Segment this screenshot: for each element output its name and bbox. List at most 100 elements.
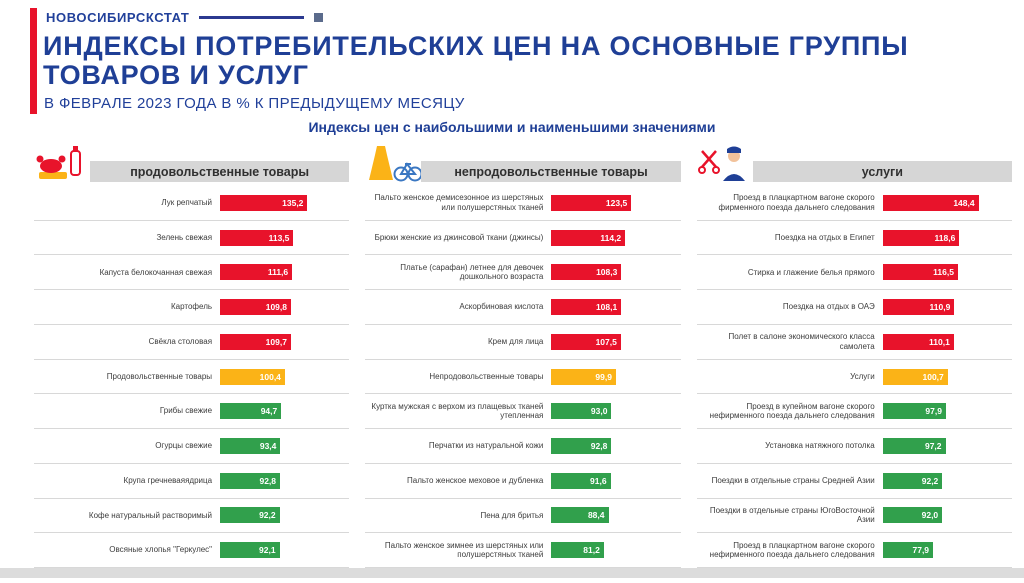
chart-row: Куртка мужская с верхом из плащевых ткан… [365, 394, 681, 430]
services-title: услуги [861, 164, 903, 179]
chart-row: Лук репчатый 135,2 [34, 186, 350, 221]
value-bar: 109,8 [220, 299, 291, 316]
row-label: Проезд в плацкартном вагоне скорого фирм… [718, 193, 875, 212]
food-products-header: продовольственные товары [34, 143, 350, 183]
nonfood-products-rows: Пальто женское демисезонное из шерстяных… [365, 186, 681, 569]
row-label: Капуста белокочанная свежая [99, 267, 213, 277]
bar-track: 110,9 [882, 299, 1012, 316]
row-label: Огурцы свежие [155, 441, 213, 451]
bar-track: 123,5 [551, 194, 680, 211]
value-bar: 81,2 [551, 542, 604, 559]
row-label: Услуги [850, 371, 875, 381]
bar-value: 100,4 [259, 371, 281, 382]
row-label: Лук репчатый [161, 198, 213, 208]
row-label: Зелень свежая [156, 232, 213, 242]
bar-track: 81,2 [551, 542, 680, 559]
row-label: Пена для бритья [480, 510, 544, 520]
chart-row: Капуста белокочанная свежая 111,6 [34, 255, 350, 291]
value-bar: 100,4 [220, 368, 285, 385]
bar-track: 109,7 [220, 333, 349, 350]
row-label: Проезд в купейном вагоне скорого нефирме… [709, 401, 875, 421]
bar-track: 113,5 [220, 229, 349, 246]
value-bar: 92,8 [220, 472, 281, 489]
bar-track: 88,4 [551, 507, 680, 524]
chart-row: Проезд в плацкартном вагоне скорого фирм… [696, 186, 1012, 221]
bar-track: 148,4 [882, 194, 1012, 211]
value-bar: 97,9 [882, 403, 946, 420]
brand-square-mark [314, 13, 324, 22]
value-bar: 99,9 [551, 368, 616, 385]
bar-track: 108,1 [551, 299, 680, 316]
bar-track: 135,2 [220, 194, 349, 211]
bar-value: 114,2 [600, 232, 622, 243]
value-bar: 92,0 [882, 507, 943, 524]
row-label: Непродовольственные товары [429, 371, 544, 381]
bar-track: 92,1 [220, 542, 349, 559]
value-bar: 109,7 [220, 333, 291, 350]
food-products-rows: Лук репчатый 135,2 Зелень свежая 113,5 Капус… [34, 186, 350, 569]
chart-row: Огурцы свежие 93,4 [34, 429, 350, 464]
page-subtitle: В ФЕВРАЛЕ 2023 ГОДА В % К ПРЕДЫДУЩЕМУ МЕ… [44, 95, 465, 112]
bar-value: 91,6 [590, 475, 607, 486]
chart-row: Услуги 100,7 [696, 360, 1012, 395]
row-label: Полет в салоне экономического класса сам… [728, 332, 875, 351]
value-bar: 110,1 [882, 333, 954, 350]
bar-track: 97,9 [882, 403, 1012, 420]
services-header: услуги [697, 143, 1012, 183]
chart-row: Картофель 109,8 [34, 290, 350, 325]
bar-value: 97,9 [925, 406, 942, 417]
food-products-icon [34, 143, 90, 183]
bar-track: 107,5 [551, 333, 680, 350]
bar-track: 111,6 [220, 264, 349, 281]
section-heading: Индексы цен с наибольшими и наименьшими … [308, 119, 716, 135]
services-column: услуги Проезд в плацкартном вагоне скоро… [696, 143, 1012, 569]
row-label: Перчатки из натуральной кожи [428, 441, 544, 451]
bar-value: 135,2 [282, 197, 304, 208]
nonfood-products-title: непродовольственные товары [454, 164, 648, 179]
red-accent-bar [30, 8, 37, 114]
row-label: Грибы свежие [159, 406, 213, 416]
footer-band [0, 568, 1024, 578]
chart-row: Поездки в отдельные страны Средней Азии 9… [696, 464, 1012, 499]
chart-row: Платье (сарафан) летнее для девочек дошк… [365, 255, 681, 291]
bar-track: 92,2 [882, 472, 1012, 489]
chart-row: Перчатки из натуральной кожи 92,8 [365, 429, 681, 464]
row-label: Картофель [171, 302, 213, 312]
bar-value: 99,9 [595, 371, 612, 382]
bar-track: 114,2 [551, 229, 680, 246]
bar-value: 97,2 [924, 441, 942, 451]
chart-row: Зелень свежая 113,5 [34, 221, 350, 256]
chart-row: Аскорбиновая кислота 108,1 [365, 290, 681, 325]
food-products-title: продовольственные товары [130, 164, 310, 179]
chart-row: Овсяные хлопья "Геркулес" 92,1 [34, 533, 350, 569]
chart-row: Проезд в плацкартном вагоне скорого нефи… [696, 533, 1012, 569]
bar-value: 109,8 [265, 302, 287, 313]
row-label: Платье (сарафан) летнее для девочек дошк… [400, 262, 544, 282]
bar-value: 93,4 [259, 441, 277, 451]
chart-row: Стирка и глажение белья прямого 116,5 [696, 255, 1012, 291]
bar-track: 97,2 [882, 438, 1012, 454]
value-bar: 107,5 [551, 333, 621, 350]
bar-track: 92,2 [220, 507, 349, 524]
bar-track: 92,0 [882, 507, 1012, 524]
value-bar: 116,5 [882, 264, 958, 281]
chart-row: Пальто женское демисезонное из шерстяных… [365, 186, 681, 221]
bar-track: 108,3 [551, 264, 680, 281]
bar-value: 92,2 [259, 510, 276, 521]
value-bar: 77,9 [882, 542, 934, 559]
value-bar: 110,9 [882, 299, 955, 316]
page-title-line1: ИНДЕКСЫ ПОТРЕБИТЕЛЬСКИХ ЦЕН НА ОСНОВНЫЕ … [43, 31, 909, 61]
row-label: Стирка и глажение белья прямого [747, 267, 875, 277]
row-label: Куртка мужская с верхом из плащевых ткан… [371, 401, 544, 421]
bar-value: 77,9 [912, 545, 930, 556]
nonfood-products-icon [365, 143, 422, 183]
brand-name: НОВОСИБИРСКСТАТ [46, 10, 190, 25]
bar-value: 111,6 [267, 267, 289, 278]
row-label: Брюки женские из джинсовой ткани (джинсы… [374, 232, 544, 242]
chart-row: Кофе натуральный растворимый 92,2 [34, 499, 350, 534]
value-bar: 118,6 [882, 229, 960, 246]
row-label: Аскорбиновая кислота [459, 302, 544, 312]
value-bar: 108,1 [551, 299, 622, 316]
bar-value: 92,2 [921, 475, 939, 486]
brand-divider-line [199, 16, 305, 19]
